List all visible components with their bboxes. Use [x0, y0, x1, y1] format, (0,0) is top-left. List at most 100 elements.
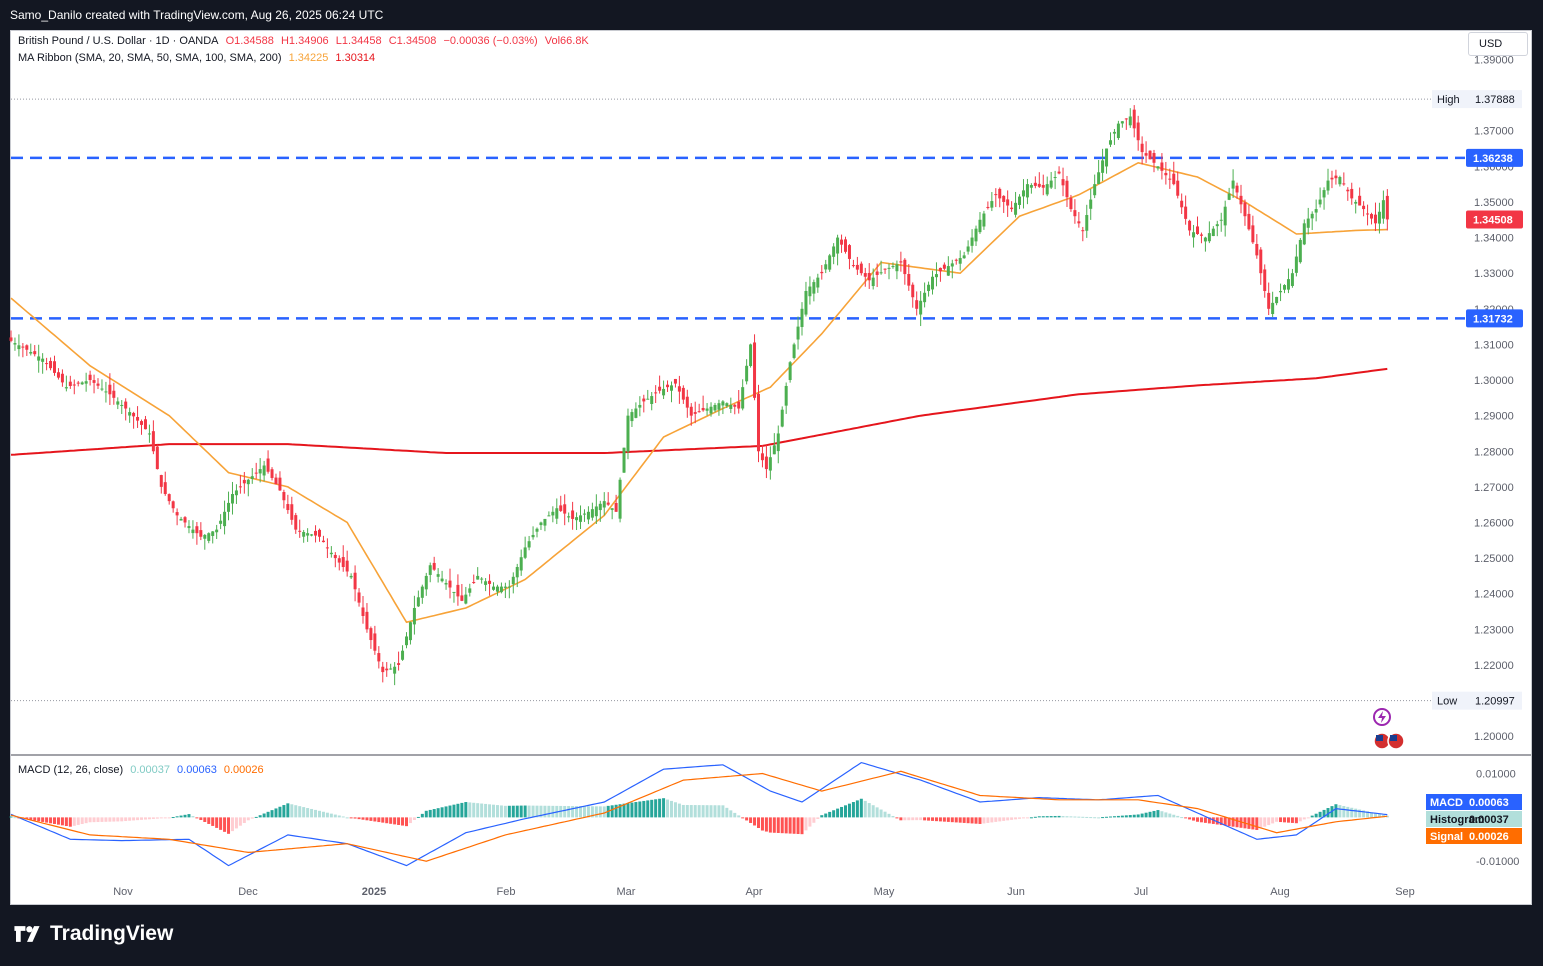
candle-body: [175, 512, 179, 516]
lightning-event-icon: [1373, 708, 1391, 726]
macd-histogram-bar: [1322, 809, 1326, 818]
macd-histogram-bar: [1192, 817, 1196, 821]
candle-body: [1203, 237, 1207, 242]
candle-body: [1255, 243, 1259, 256]
candle-body: [124, 401, 128, 409]
macd-histogram-bar: [1286, 817, 1290, 823]
macd-histogram-bar: [1069, 816, 1073, 818]
macd-histogram-bar: [836, 808, 840, 818]
candle-body: [986, 206, 990, 208]
candle-body: [286, 504, 290, 511]
candle-body: [17, 345, 21, 350]
macd-histogram-bar: [1326, 808, 1330, 818]
candle-body: [84, 381, 88, 384]
candle-body: [56, 372, 60, 378]
candle-body: [990, 201, 994, 208]
candle-body: [883, 268, 887, 270]
macd-hist-value: 0.00037: [130, 764, 170, 776]
candle-body: [96, 383, 100, 386]
macd-histogram-bar: [1354, 808, 1358, 818]
candle-body: [140, 421, 144, 425]
candle-body: [527, 541, 531, 548]
candle-body: [408, 622, 412, 641]
candle-body: [824, 264, 828, 270]
candle-body: [602, 501, 606, 508]
currency-button[interactable]: USD: [1468, 32, 1528, 56]
candle-body: [693, 412, 697, 414]
macd-histogram-bar: [741, 817, 745, 819]
macd-histogram-bar: [361, 817, 365, 820]
macd-histogram-bar: [1275, 817, 1279, 822]
candle-body: [250, 476, 254, 479]
macd-histogram-bar: [365, 817, 369, 821]
macd-histogram-bar: [96, 817, 100, 823]
macd-macd-value: 0.00063: [177, 764, 217, 776]
candle-body: [1267, 292, 1271, 309]
candle-body: [1144, 153, 1148, 156]
macd-histogram-bar: [1089, 817, 1093, 819]
macd-histogram-bar: [1081, 816, 1085, 818]
candle-body: [49, 360, 53, 369]
candle-body: [891, 266, 895, 268]
macd-histogram-bar: [408, 817, 412, 824]
candle-body: [104, 391, 108, 393]
macd-histogram-bar: [159, 817, 163, 819]
candle-body: [1112, 131, 1116, 134]
candle-body: [1152, 152, 1156, 163]
candle-body: [697, 411, 701, 413]
macd-histogram-bar: [507, 805, 511, 818]
candle-body: [195, 526, 199, 534]
macd-histogram-bar: [828, 811, 832, 818]
candle-body: [365, 611, 369, 630]
macd-histogram-bar: [1053, 815, 1057, 818]
candle-body: [598, 503, 602, 511]
candle-body: [416, 597, 420, 607]
candle-body: [800, 308, 804, 328]
candle-body: [1211, 228, 1215, 237]
candle-body: [183, 517, 187, 523]
ma20-line: [10, 161, 1388, 624]
candle-body: [662, 388, 666, 396]
macd-histogram-bar: [1045, 816, 1049, 818]
macd-histogram-bar: [484, 803, 488, 818]
macd-histogram-bar: [310, 808, 314, 818]
candle-body: [385, 668, 389, 671]
candle-body: [116, 401, 120, 405]
price-tick-label: 1.37000: [1474, 126, 1514, 138]
macd-histogram-bar: [792, 817, 796, 834]
candle-body: [741, 387, 745, 409]
candle-body: [1164, 172, 1168, 176]
macd-histogram-bar: [341, 816, 345, 818]
symbol-name[interactable]: British Pound / U.S. Dollar · 1D · OANDA: [18, 35, 219, 47]
tradingview-logo-icon: [14, 926, 40, 942]
macd-histogram-bar: [468, 802, 472, 818]
macd-histogram-bar: [1199, 817, 1203, 823]
macd-line: [10, 761, 1388, 867]
macd-histogram-bar: [756, 817, 760, 829]
candle-body: [207, 533, 211, 541]
candle-body: [1018, 196, 1022, 205]
macd-histogram-bar: [899, 817, 903, 821]
candle-body: [614, 502, 618, 512]
candle-body: [669, 385, 673, 391]
candle-body: [543, 518, 547, 526]
macd-histogram-bar: [151, 817, 155, 819]
macd-histogram-bar: [1223, 817, 1227, 826]
candle-body: [353, 572, 357, 590]
candle-body: [575, 517, 579, 521]
ma-label[interactable]: MA Ribbon (SMA, 20, SMA, 50, SMA, 100, S…: [18, 52, 282, 64]
candle-body: [618, 479, 622, 519]
macd-histogram-bar: [100, 817, 104, 822]
candle-body: [68, 381, 72, 386]
candle-body: [1286, 279, 1290, 290]
macd-label[interactable]: MACD (12, 26, close): [18, 764, 124, 776]
candle-body: [219, 520, 223, 524]
macd-histogram-bar: [448, 805, 452, 818]
candles-group: [9, 105, 1389, 686]
price-tick-label: 1.25000: [1474, 553, 1514, 565]
candle-body: [1168, 178, 1172, 180]
candle-body: [136, 416, 140, 421]
macd-histogram-bar: [329, 813, 333, 818]
macd-histogram-bar: [317, 810, 321, 818]
